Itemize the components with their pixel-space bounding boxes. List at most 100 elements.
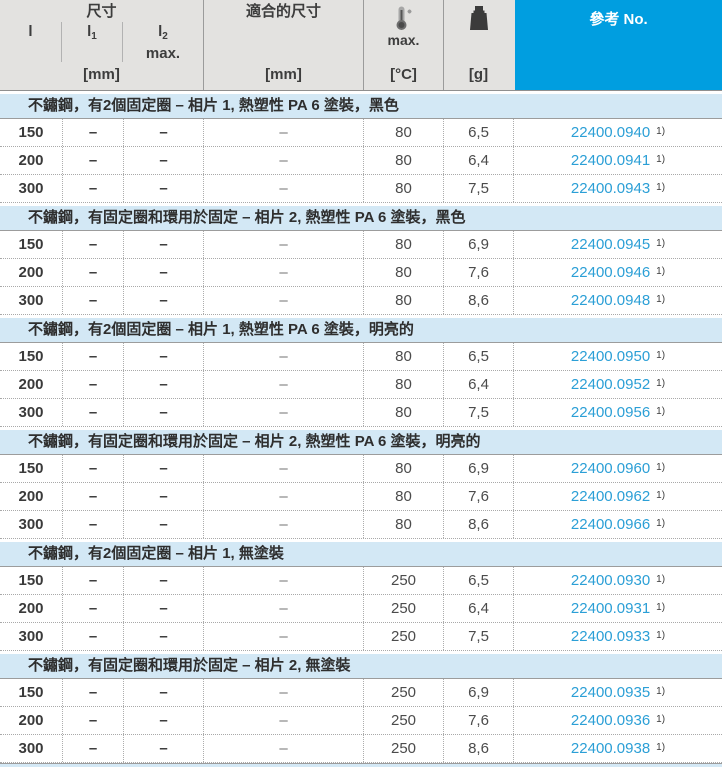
cell-l: 200: [18, 600, 44, 617]
cell-l1: –: [62, 483, 123, 510]
cell-l1: –: [62, 679, 123, 706]
cell-temp-max: 80: [363, 511, 443, 538]
cell-temp-max: 80: [363, 287, 443, 314]
weight-icon: [467, 0, 491, 31]
section-title: 不鏽鋼，有2個固定圈 – 相片 1, 無塗裝: [28, 545, 284, 562]
ref-number-link[interactable]: 22400.0940: [570, 124, 651, 141]
cell-l2-max: –: [123, 623, 203, 650]
cell-l: 300: [18, 516, 44, 533]
cell-reference: 22400.0935 1): [513, 679, 722, 706]
ref-number-link[interactable]: 22400.0936: [570, 712, 651, 729]
ref-number-link[interactable]: 22400.0931: [570, 600, 651, 617]
cell-fit-size: –: [203, 175, 363, 202]
cell-weight: 6,4: [443, 595, 513, 622]
ref-number-link[interactable]: 22400.0945: [570, 236, 651, 253]
ref-number-link[interactable]: 22400.0933: [570, 628, 651, 645]
ref-number-link[interactable]: 22400.0935: [570, 684, 651, 701]
ref-number-link[interactable]: 22400.0930: [570, 572, 651, 589]
cell-reference: 22400.0936 1): [513, 707, 722, 734]
cell-fit-size: –: [203, 343, 363, 370]
cell-l: 300: [18, 404, 44, 421]
cell-fit-size: –: [203, 511, 363, 538]
footnote-marker: 1): [656, 294, 666, 305]
section-header: 不鏽鋼，有2個固定圈 – 相片 1, 無塗裝: [0, 542, 722, 567]
temperature-header: max. [°C]: [363, 0, 443, 90]
ref-number-link[interactable]: 22400.0950: [570, 348, 651, 365]
weight-header: [g]: [443, 0, 513, 90]
cell-reference: 22400.0966 1): [513, 511, 722, 538]
cell-l2-max: –: [123, 119, 203, 146]
cell-l: 150: [18, 572, 44, 589]
footnote-marker: 1): [656, 742, 666, 753]
table-row: 200 – – – 250 7,6 22400.0936 1): [0, 707, 722, 735]
cell-weight: 8,6: [443, 287, 513, 314]
cell-temp-max: 250: [363, 595, 443, 622]
cell-fit-size: –: [203, 371, 363, 398]
cell-l1: –: [62, 595, 123, 622]
weight-unit-label: [g]: [468, 66, 489, 83]
table-body: 不鏽鋼，有2個固定圈 – 相片 1, 熱塑性 PA 6 塗裝，黑色 150 – …: [0, 91, 722, 763]
cell-l1: –: [62, 735, 123, 762]
col-header-l: l: [0, 22, 62, 62]
cell-fit-size: –: [203, 483, 363, 510]
cell-weight: 6,9: [443, 455, 513, 482]
table-row: 200 – – – 80 6,4 22400.0941 1): [0, 147, 722, 175]
footnote-marker: 1): [656, 714, 666, 725]
cell-l: 300: [18, 628, 44, 645]
table-row: 300 – – – 250 7,5 22400.0933 1): [0, 623, 722, 651]
dimension-group-label: 尺寸: [86, 3, 117, 20]
cell-weight: 7,5: [443, 175, 513, 202]
ref-number-link[interactable]: 22400.0960: [570, 460, 651, 477]
ref-number-link[interactable]: 22400.0952: [570, 376, 651, 393]
cell-reference: 22400.0931 1): [513, 595, 722, 622]
cell-reference: 22400.0943 1): [513, 175, 722, 202]
cell-l2-max: –: [123, 399, 203, 426]
reference-header-label: 參考 No.: [589, 11, 648, 28]
cell-l2-max: –: [123, 231, 203, 258]
cell-temp-max: 250: [363, 567, 443, 594]
table-row: 200 – – – 80 7,6 22400.0962 1): [0, 483, 722, 511]
footnote-marker: 1): [656, 154, 666, 165]
fit-size-header: 適合的尺寸 [mm]: [203, 0, 363, 90]
cell-temp-max: 250: [363, 623, 443, 650]
ref-number-link[interactable]: 22400.0946: [570, 264, 651, 281]
footnote-marker: 1): [656, 574, 666, 585]
temp-max-label: max.: [387, 32, 420, 48]
cell-l1: –: [62, 147, 123, 174]
ref-number-link[interactable]: 22400.0941: [570, 152, 651, 169]
cell-weight: 6,5: [443, 119, 513, 146]
cell-weight: 6,5: [443, 567, 513, 594]
cell-weight: 7,5: [443, 623, 513, 650]
cell-temp-max: 80: [363, 399, 443, 426]
cell-l: 200: [18, 264, 44, 281]
ref-number-link[interactable]: 22400.0938: [570, 740, 651, 757]
cell-fit-size: –: [203, 707, 363, 734]
cell-reference: 22400.0960 1): [513, 455, 722, 482]
cell-l1: –: [62, 287, 123, 314]
cell-weight: 7,5: [443, 399, 513, 426]
cell-reference: 22400.0952 1): [513, 371, 722, 398]
cell-fit-size: –: [203, 231, 363, 258]
section-title: 不鏽鋼，有2個固定圈 – 相片 1, 熱塑性 PA 6 塗裝，明亮的: [28, 321, 414, 338]
l2-max-label: max.: [145, 45, 181, 62]
ref-number-link[interactable]: 22400.0956: [570, 404, 651, 421]
footnote-marker: 1): [656, 238, 666, 249]
ref-number-link[interactable]: 22400.0966: [570, 516, 651, 533]
cell-l: 150: [18, 460, 44, 477]
ref-number-link[interactable]: 22400.0962: [570, 488, 651, 505]
cell-weight: 7,6: [443, 707, 513, 734]
cell-weight: 7,6: [443, 483, 513, 510]
table-row: 150 – – – 80 6,9 22400.0960 1): [0, 455, 722, 483]
ref-number-link[interactable]: 22400.0943: [570, 180, 651, 197]
temp-unit-label: [°C]: [390, 66, 417, 83]
table-row: 300 – – – 80 8,6 22400.0966 1): [0, 511, 722, 539]
ref-number-link[interactable]: 22400.0948: [570, 292, 651, 309]
table-row: 300 – – – 250 8,6 22400.0938 1): [0, 735, 722, 763]
dimension-header-group: 尺寸 l l1 l2 max. [mm]: [0, 0, 203, 90]
cell-l2-max: –: [123, 679, 203, 706]
cell-weight: 6,9: [443, 679, 513, 706]
cell-l1: –: [62, 119, 123, 146]
l2-label: l2: [158, 23, 168, 42]
l1-label: l1: [87, 23, 97, 42]
cell-l2-max: –: [123, 147, 203, 174]
